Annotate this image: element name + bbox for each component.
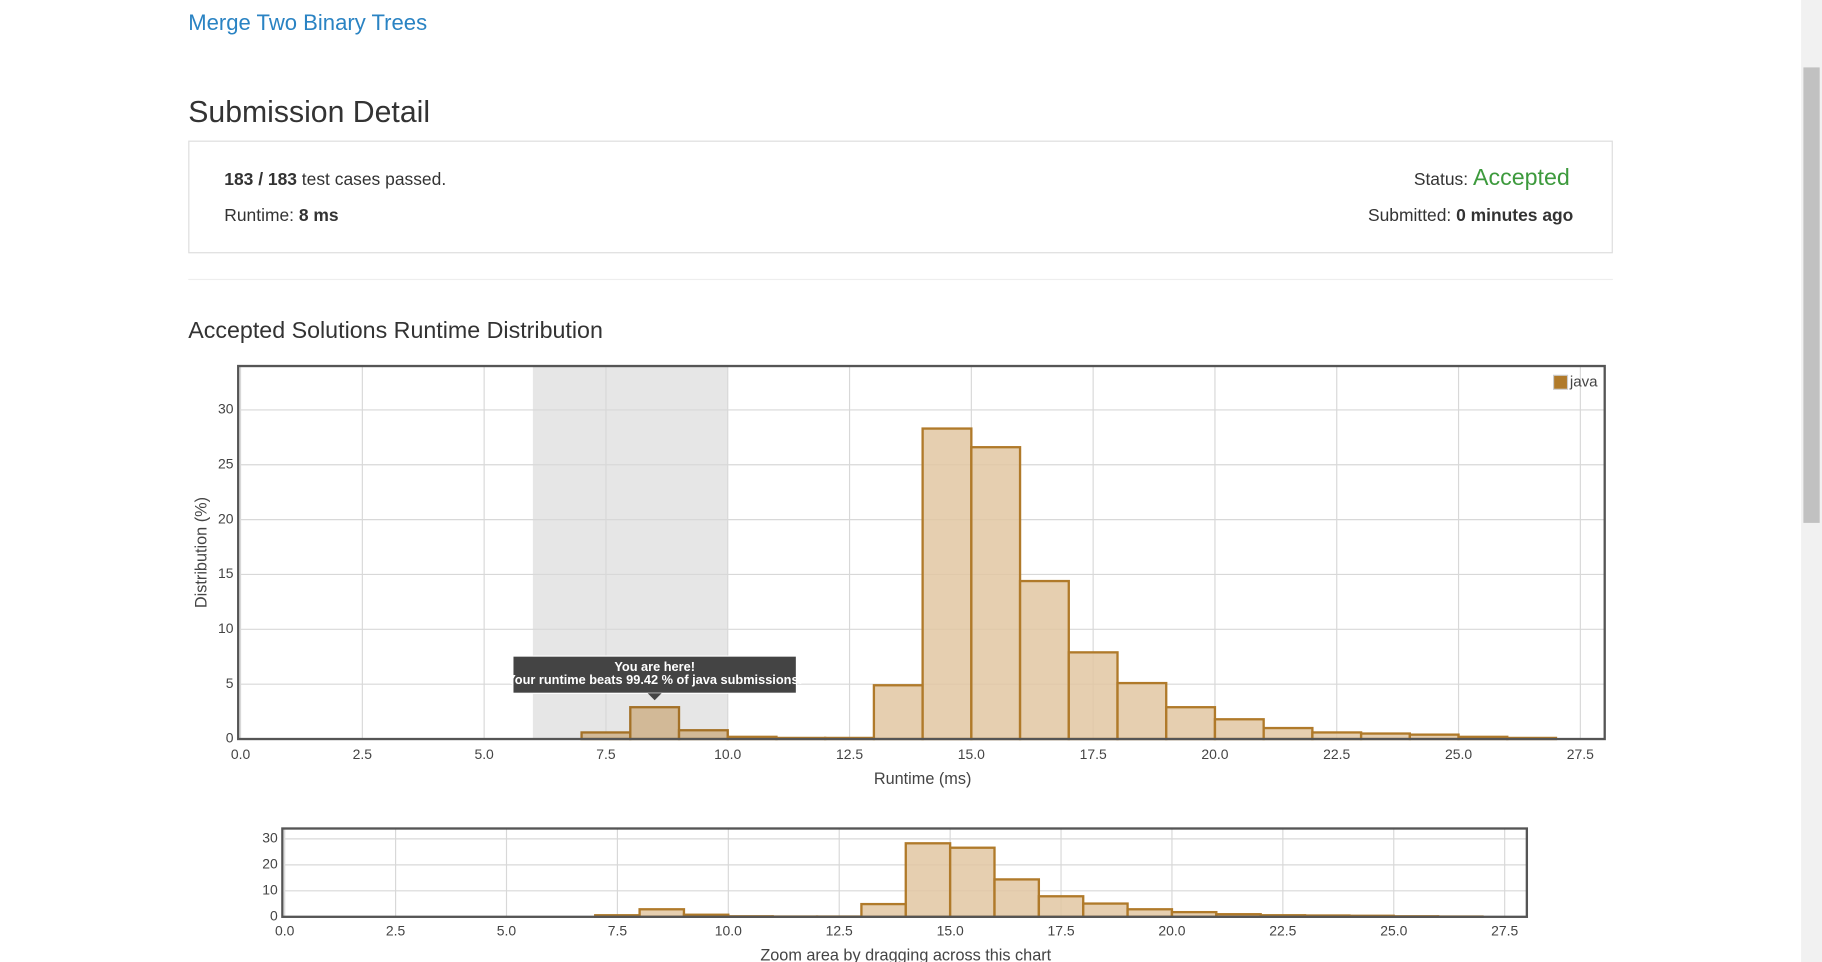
bar <box>1082 902 1129 918</box>
x-tick-label: 15.0 <box>937 923 964 939</box>
x-tick-label: 5.0 <box>474 746 494 762</box>
x-tick-label: 10.0 <box>715 923 742 939</box>
bar <box>1067 651 1119 741</box>
scrollbar-thumb[interactable] <box>1803 67 1820 523</box>
tooltip-title: You are here! <box>614 659 695 674</box>
status-label: Status: <box>1413 169 1469 190</box>
status-row: Status: Accepted <box>1414 165 1570 192</box>
x-tick-label: 22.5 <box>1269 923 1296 939</box>
tooltip-box <box>512 655 798 694</box>
y-tick-label: 20 <box>262 856 278 872</box>
x-tick-label: 17.5 <box>1080 746 1107 762</box>
bar <box>993 878 1041 918</box>
x-tick-label: 25.0 <box>1445 746 1472 762</box>
y-tick-label: 15 <box>218 565 234 581</box>
x-tick-label: 22.5 <box>1323 746 1350 762</box>
runtime: 8 ms <box>298 205 339 226</box>
status[interactable]: Accepted <box>1472 165 1570 191</box>
runtime-label: Runtime: <box>224 205 295 226</box>
heading: Submission Detail <box>188 94 431 129</box>
tooltip-arrow <box>647 693 662 701</box>
x-tick-label: 10.0 <box>714 746 741 762</box>
y-tick-label: 5 <box>226 675 234 691</box>
y-tick-label: 30 <box>218 401 234 417</box>
tooltip-text: Your runtime beats 99.42 % of java submi… <box>507 672 802 687</box>
y-tick-label: 10 <box>218 620 234 636</box>
x-tick-label: 12.5 <box>836 746 863 762</box>
y-tick-label: 0 <box>226 730 234 746</box>
x-tick-label: 20.0 <box>1158 923 1185 939</box>
x-tick-label: 0.0 <box>275 923 295 939</box>
x-tick-label: 25.0 <box>1380 923 1407 939</box>
x-tick-label: 17.5 <box>1047 923 1074 939</box>
bar <box>1165 706 1217 741</box>
bar <box>860 902 907 918</box>
y-tick-label: 25 <box>218 455 234 471</box>
section-heading: Accepted Solutions Runtime Distribution <box>188 318 603 344</box>
x-tick-label: 5.0 <box>497 923 517 939</box>
x-tick-label: 27.5 <box>1491 923 1518 939</box>
cases: 183 / 183 <box>224 169 297 190</box>
submitted-row: Submitted: 0 minutes ago <box>1368 206 1573 226</box>
y-tick-label: 10 <box>262 882 278 898</box>
bar <box>629 706 681 741</box>
x-axis-label: Runtime (ms) <box>874 770 972 788</box>
plot-frame <box>237 364 1606 741</box>
x-tick-label: 7.5 <box>608 923 628 939</box>
divider <box>188 278 1613 281</box>
y-axis-label: Distribution (%) <box>192 497 210 608</box>
bar <box>904 842 952 918</box>
y-tick-label: 0 <box>270 907 278 923</box>
bar <box>872 684 924 741</box>
plot-area <box>238 366 1605 740</box>
x-tick-label: 7.5 <box>596 746 616 762</box>
x-tick-label: 20.0 <box>1201 746 1228 762</box>
bar <box>677 729 729 741</box>
cases-row: 183 / 183 test cases passed. <box>224 170 446 190</box>
bar <box>1037 895 1085 918</box>
legend-swatch <box>1552 374 1569 390</box>
plot-frame <box>281 827 1529 918</box>
x-tick-label: 2.5 <box>353 746 373 762</box>
problem-link[interactable]: Merge Two Binary Trees <box>188 11 428 37</box>
x-axis-label: Zoom area by dragging across this chart <box>760 947 1051 962</box>
x-tick-label: 2.5 <box>386 923 406 939</box>
bar <box>1213 718 1265 741</box>
y-tick-label: 30 <box>262 830 278 846</box>
bar <box>948 846 996 918</box>
bar <box>1116 681 1168 741</box>
bar <box>1262 726 1314 741</box>
x-tick-label: 15.0 <box>958 746 985 762</box>
bar <box>1018 579 1070 741</box>
bar <box>921 427 973 741</box>
x-tick-label: 0.0 <box>231 746 251 762</box>
submitted: 0 minutes ago <box>1456 205 1574 226</box>
x-tick-label: 27.5 <box>1567 746 1594 762</box>
summary-box: 183 / 183 test cases passed. Runtime: 8 … <box>188 140 1613 254</box>
y-tick-label: 20 <box>218 510 234 526</box>
legend-label: java <box>1569 373 1598 390</box>
x-tick-label: 12.5 <box>826 923 853 939</box>
submitted-label: Submitted: <box>1367 205 1452 226</box>
cases-suffix: test cases passed. <box>301 169 447 190</box>
tooltip: You are here!Your runtime beats 99.42 % … <box>507 655 802 701</box>
bar <box>970 446 1022 741</box>
runtime-row: Runtime: 8 ms <box>224 206 338 226</box>
